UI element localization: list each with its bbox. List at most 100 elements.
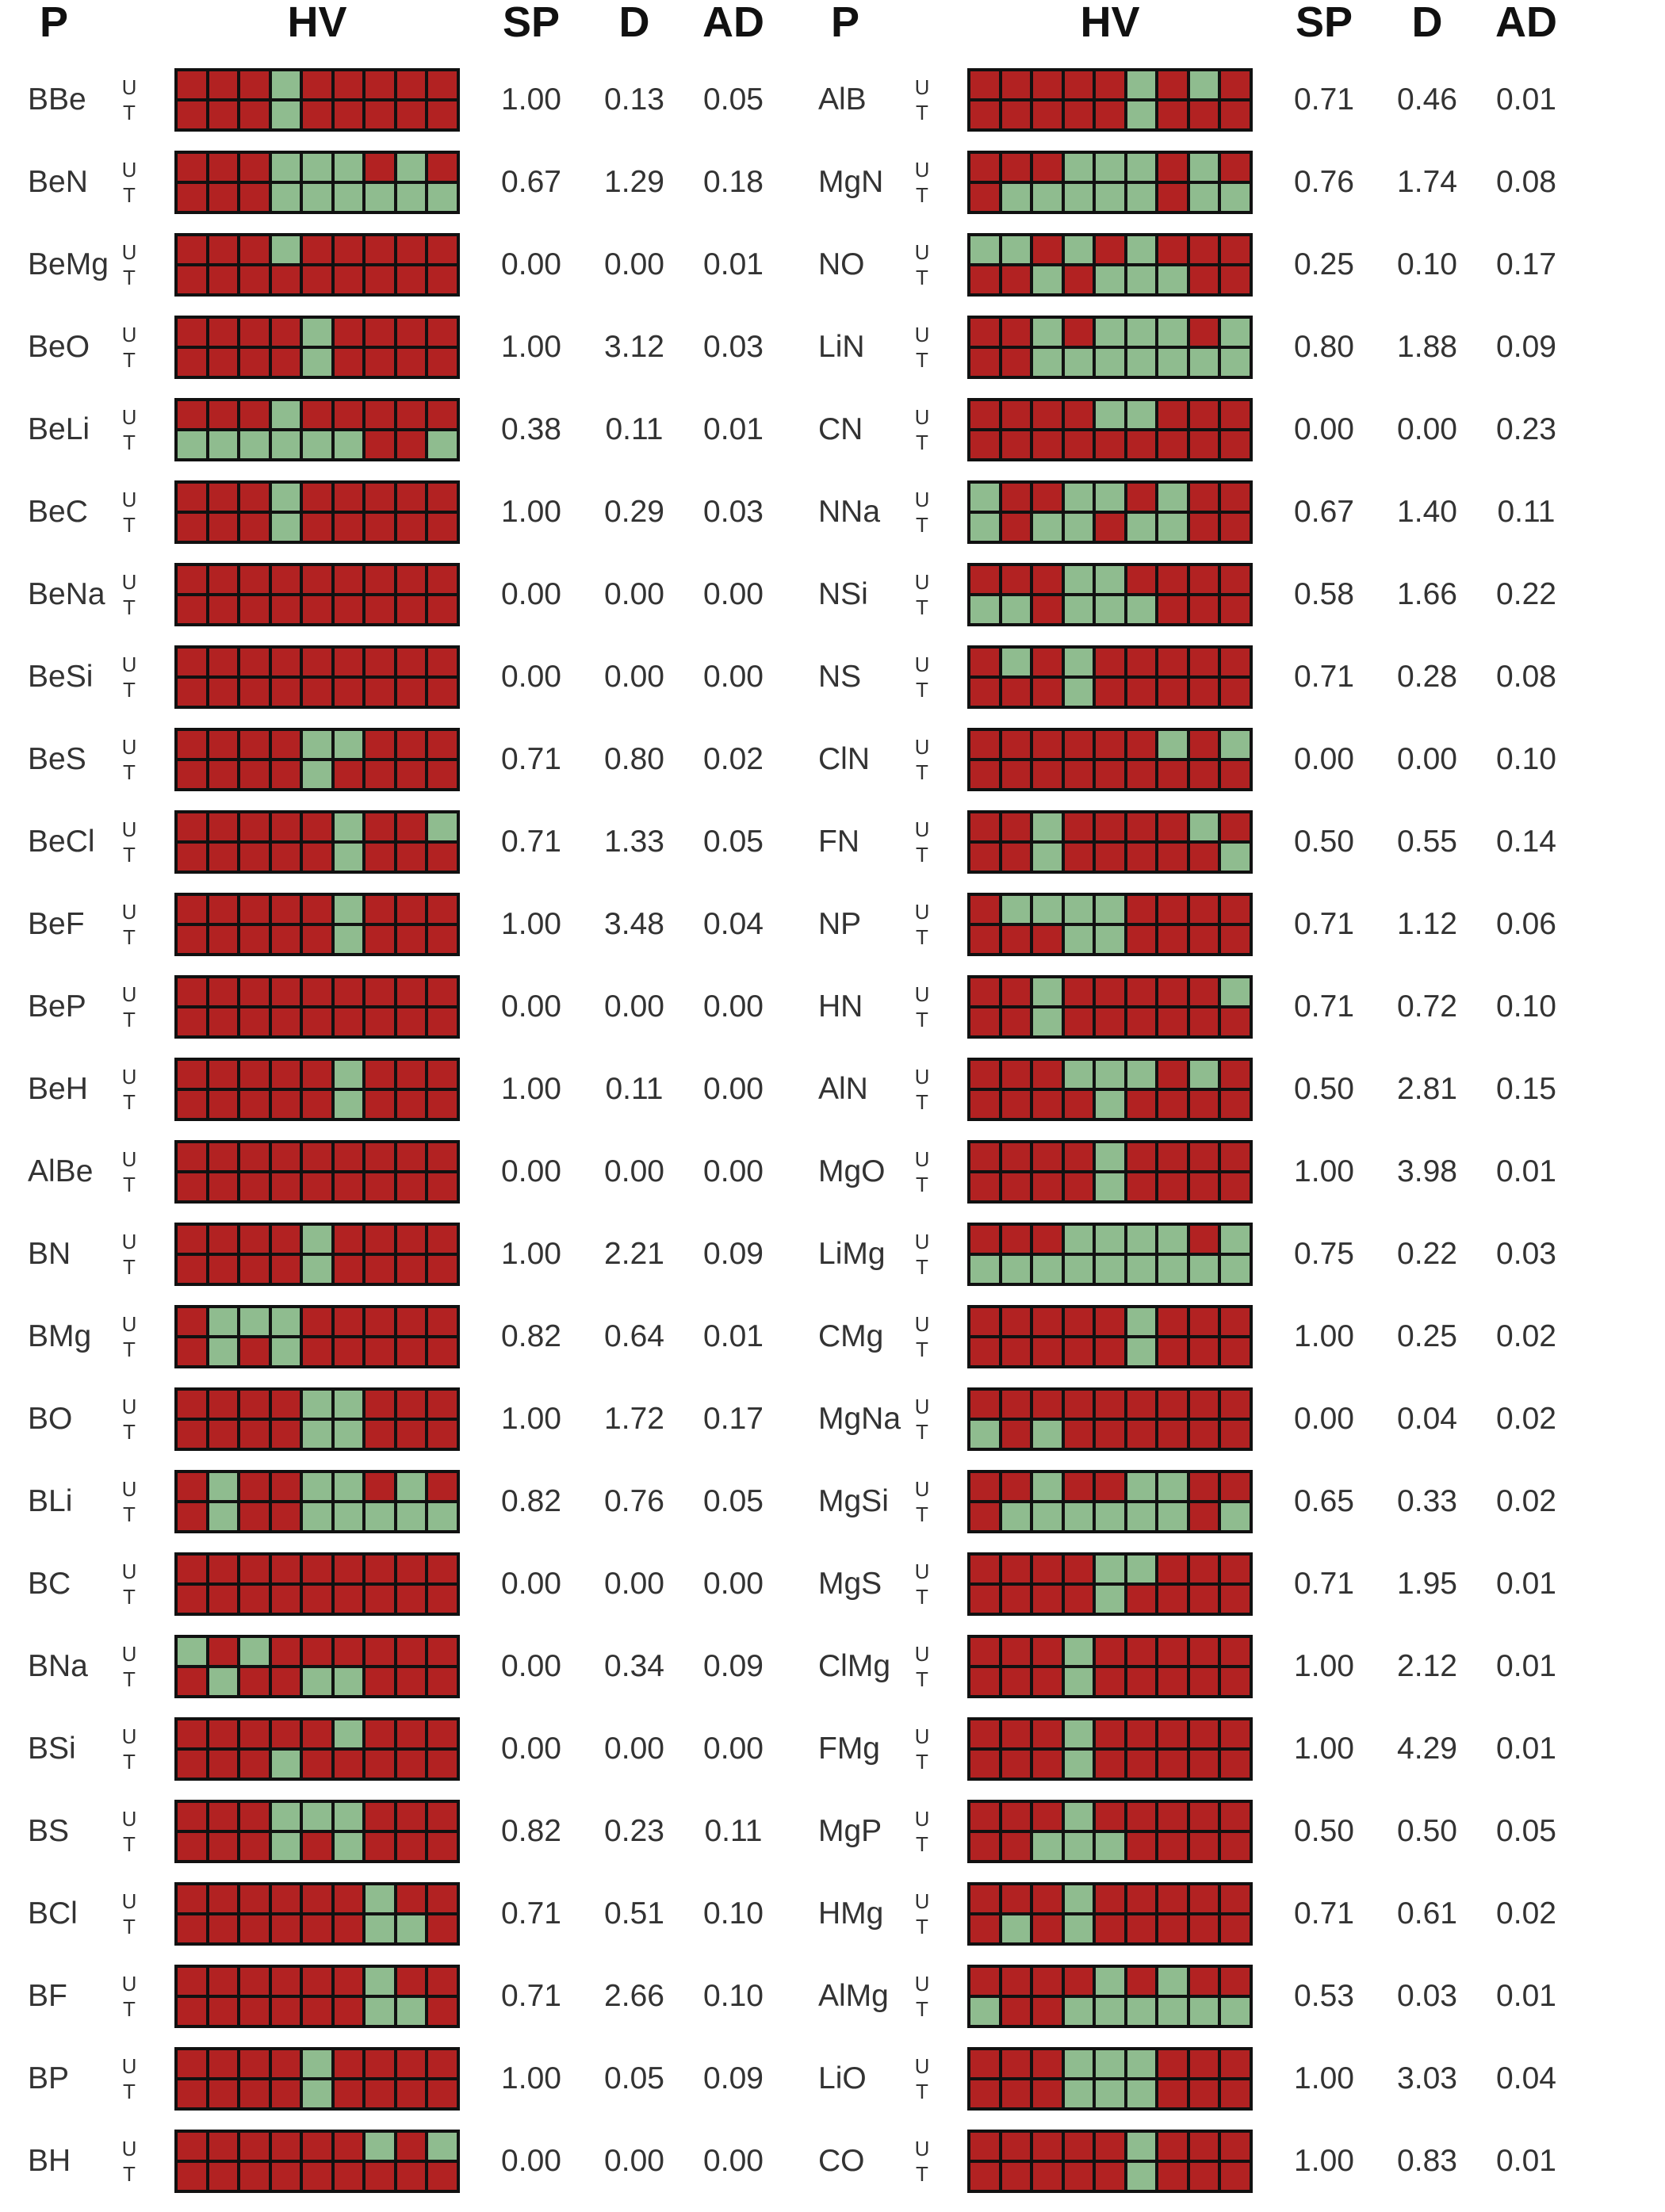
ad-value: 0.18	[703, 165, 764, 199]
row-label-u: U	[914, 323, 930, 346]
hv-cell-off	[366, 1720, 394, 1747]
hv-cell-off	[209, 401, 238, 428]
hv-cell-on	[1033, 1473, 1062, 1500]
hv-cell-on	[1096, 154, 1124, 181]
hv-cell-off	[178, 1308, 206, 1335]
row-label-t: T	[916, 2080, 928, 2103]
hv-cell-off	[1001, 101, 1031, 128]
hv-cell-off	[1096, 1915, 1124, 1942]
header-d-right: D	[1411, 0, 1443, 46]
hv-cell-off	[1033, 1638, 1062, 1665]
hv-cell-off	[1001, 154, 1031, 181]
hv-cell-off	[209, 1998, 238, 2025]
hv-cell-off	[366, 1751, 394, 1778]
hv-cell-on	[1001, 1915, 1031, 1942]
hv-cell-on	[1127, 514, 1156, 541]
sp-value: 0.71	[1294, 82, 1354, 117]
hv-cell-off	[1096, 71, 1124, 98]
hv-cell-off	[428, 1226, 457, 1253]
hv-cell-off	[366, 731, 394, 758]
hv-cell-on	[1096, 1586, 1124, 1613]
hv-cell-on	[1064, 1668, 1093, 1695]
ad-value: 0.09	[703, 1237, 764, 1271]
hv-cell-on	[1158, 484, 1187, 511]
hv-cell-off	[1221, 2133, 1250, 2160]
hv-cell-off	[334, 1885, 363, 1912]
hv-grid	[174, 1223, 460, 1286]
hv-cell-off	[1001, 2080, 1031, 2107]
pair-label: BF	[28, 1979, 67, 2013]
hv-cell-off	[240, 1143, 269, 1170]
hv-cell-off	[1033, 1720, 1062, 1747]
hv-cell-off	[240, 1586, 269, 1613]
hv-cell-on	[428, 1503, 457, 1530]
hv-cell-on	[1221, 731, 1250, 758]
hv-cell-off	[303, 2163, 331, 2190]
hv-cell-off	[240, 319, 269, 346]
row-label-u: U	[121, 2054, 137, 2078]
sp-value: 0.25	[1294, 247, 1354, 281]
hv-cell-off	[1064, 319, 1093, 346]
hv-cell-off	[428, 1308, 457, 1335]
sp-value: 0.71	[1294, 1567, 1354, 1601]
hv-cell-off	[240, 1008, 269, 1035]
hv-cell-on	[303, 1803, 331, 1830]
hv-cell-on	[1189, 184, 1219, 211]
hv-cell-off	[970, 978, 999, 1005]
hv-cell-on	[1158, 319, 1187, 346]
hv-cell-off	[1001, 514, 1031, 541]
hv-cell-off	[366, 1091, 394, 1118]
hv-cell-on	[1033, 319, 1062, 346]
hv-cell-off	[1064, 2133, 1093, 2160]
hv-cell-off	[1033, 1226, 1062, 1253]
header-sp-left: SP	[502, 0, 561, 46]
hv-cell-off	[396, 1803, 426, 1830]
hv-cell-off	[1189, 978, 1219, 1005]
d-value: 0.11	[605, 412, 664, 446]
hv-cell-off	[240, 978, 269, 1005]
d-value: 2.81	[1397, 1072, 1457, 1106]
hv-cell-on	[334, 1503, 363, 1530]
hv-cell-off	[240, 514, 269, 541]
hv-cell-off	[334, 2080, 363, 2107]
sp-value: 1.00	[501, 1237, 561, 1271]
hv-cell-off	[334, 1008, 363, 1035]
hv-cell-off	[1189, 1586, 1219, 1613]
hv-cell-off	[366, 236, 394, 263]
hv-cell-off	[396, 1391, 426, 1418]
hv-cell-off	[271, 1173, 300, 1200]
hv-cell-off	[271, 978, 300, 1005]
hv-cell-off	[240, 1256, 269, 1283]
sp-value: 1.00	[501, 495, 561, 529]
d-value: 0.00	[604, 1567, 664, 1601]
hv-cell-off	[1158, 978, 1187, 1005]
pair-label: BeCl	[28, 825, 95, 859]
header-hv-right: HV	[1080, 0, 1140, 46]
ad-value: 0.00	[703, 577, 764, 611]
hv-cell-off	[303, 401, 331, 428]
hv-cell-off	[1158, 896, 1187, 923]
hv-cell-off	[970, 2163, 999, 2190]
hv-cell-on	[1127, 401, 1156, 428]
pair-label: AlB	[818, 82, 867, 117]
hv-cell-on	[334, 926, 363, 953]
hv-cell-off	[1221, 761, 1250, 788]
hv-cell-off	[1064, 1473, 1093, 1500]
hv-cell-off	[1001, 1421, 1031, 1448]
hv-cell-off	[240, 731, 269, 758]
d-value: 0.00	[604, 989, 664, 1024]
hv-grid	[967, 1635, 1253, 1698]
pair-label: CN	[818, 412, 863, 446]
pair-label: BNa	[28, 1649, 88, 1683]
hv-grid	[174, 1965, 460, 2028]
hv-cell-off	[1033, 431, 1062, 458]
hv-cell-off	[1001, 1391, 1031, 1418]
hv-cell-on	[1033, 813, 1062, 840]
hv-cell-off	[428, 1091, 457, 1118]
hv-cell-on	[1033, 1256, 1062, 1283]
row-label-u: U	[121, 1559, 137, 1583]
d-value: 1.40	[1397, 495, 1457, 529]
hv-cell-off	[209, 266, 238, 293]
hv-cell-off	[1064, 431, 1093, 458]
hv-grid	[174, 975, 460, 1039]
